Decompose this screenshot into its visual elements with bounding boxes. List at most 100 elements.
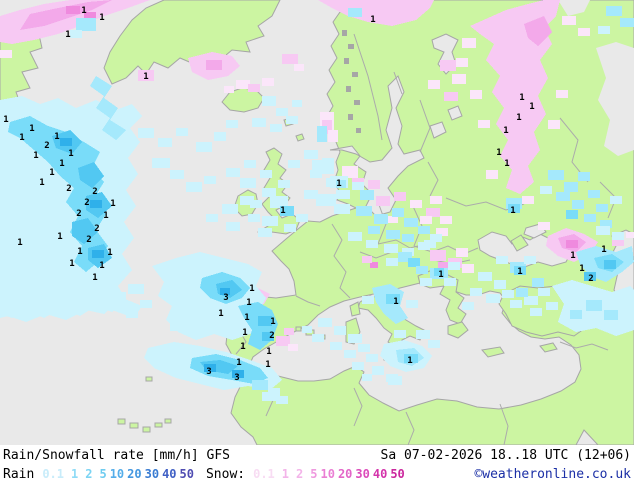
precip-value-label: 2 — [76, 209, 81, 219]
scale-value: 40 — [162, 467, 177, 481]
scale-value: 50 — [390, 467, 405, 481]
precip-value-label: 1 — [99, 13, 104, 23]
precip-value-label: 1 — [242, 328, 247, 338]
precip-value-label: 1 — [69, 259, 74, 269]
precip-value-label: 1 — [370, 15, 375, 25]
scale-value: 0.1 — [253, 467, 275, 481]
precip-value-label: 1 — [33, 151, 38, 161]
precip-value-label: 1 — [244, 313, 249, 323]
land-canary-4 — [154, 422, 163, 428]
snow-russia-column — [470, 0, 560, 194]
rain-scale-values: 0.1 1 2 5 10 20 30 40 50 — [34, 467, 194, 482]
land-cyprus — [539, 342, 558, 353]
sea-top-right-notch — [558, 0, 590, 16]
legend-title-row: Rain/Snowfall rate [mm/h] GFS Sa 07-02-2… — [0, 445, 634, 463]
scale-value: 2 — [85, 467, 93, 481]
mountain-specks — [342, 30, 361, 133]
map-title: Rain/Snowfall rate [mm/h] GFS — [3, 448, 230, 463]
scale-value: 5 — [310, 467, 318, 481]
land-madeira — [145, 376, 153, 382]
land-shetland — [295, 133, 305, 142]
precip-value-label: 2 — [84, 198, 89, 208]
precip-value-label: 3 — [234, 373, 239, 383]
precip-value-label: 1 — [265, 360, 270, 370]
scale-value: 30 — [355, 467, 370, 481]
precip-value-label: 2 — [66, 184, 71, 194]
scale-value: 20 — [337, 467, 353, 481]
land-ibiza — [295, 326, 302, 332]
scale-value: 20 — [127, 467, 142, 481]
precip-value-label: 1 — [17, 238, 22, 248]
precip-value-label: 1 — [517, 267, 522, 277]
precip-value-label: 1 — [249, 284, 254, 294]
precip-value-label: 2 — [44, 141, 49, 151]
precip-value-label: 1 — [49, 168, 54, 178]
scale-value: 50 — [179, 467, 194, 481]
rain-scale-label: Rain — [3, 467, 35, 482]
legend-bar: Rain/Snowfall rate [mm/h] GFS Sa 07-02-2… — [0, 445, 634, 490]
precip-value-label: 1 — [519, 93, 524, 103]
precip-value-label: 1 — [68, 149, 73, 159]
scale-value: 5 — [99, 467, 107, 481]
precip-value-label: 3 — [223, 293, 228, 303]
copyright-text: ©weatheronline.co.uk — [474, 467, 631, 482]
precip-value-label: 1 — [107, 248, 112, 258]
lake-ladoga — [429, 121, 447, 139]
precip-value-label: 1 — [510, 206, 515, 216]
precip-value-label: 1 — [92, 273, 97, 283]
precip-value-label: 1 — [516, 113, 521, 123]
precip-value-label: 1 — [81, 6, 86, 16]
legend-scale-row: Rain 0.1 1 2 5 10 20 30 40 50 Snow: 0.1 1 2 5 10 20 30… — [0, 463, 634, 482]
scale-value: 10 — [320, 467, 335, 481]
precip-value-label: 1 — [601, 245, 606, 255]
precip-value-label: 2 — [269, 331, 274, 341]
land-peloponnese — [447, 321, 469, 339]
land-crete — [481, 346, 505, 358]
precip-value-label: 1 — [579, 264, 584, 274]
precip-value-label: 3 — [206, 367, 211, 377]
precip-value-label: 1 — [393, 297, 398, 307]
snow-scale-label: Snow: — [205, 467, 246, 482]
precip-value-label: 1 — [3, 115, 8, 125]
scale-value: 40 — [372, 467, 388, 481]
precip-value-label: 1 — [110, 199, 115, 209]
scale-value: 0.1 — [42, 467, 64, 481]
scale-value: 30 — [144, 467, 160, 481]
precip-value-label: 1 — [19, 133, 24, 143]
land-greenland — [103, 0, 281, 85]
precip-value-label: 1 — [218, 309, 223, 319]
precip-value-label: 1 — [54, 132, 59, 142]
land-canary-3 — [142, 426, 151, 433]
sea-red-sea — [575, 429, 599, 445]
precip-value-label: 1 — [407, 356, 412, 366]
precip-value-label: 1 — [529, 102, 534, 112]
land-canary-1 — [117, 418, 126, 425]
terrain-ural-pale — [596, 42, 634, 156]
map-datetime: Sa 07-02-2026 18..18 UTC (12+06) — [380, 448, 631, 463]
precip-value-label: 2 — [588, 274, 593, 284]
land-corsica — [349, 301, 361, 317]
precip-value-label: 2 — [92, 187, 97, 197]
precip-value-label: 1 — [438, 270, 443, 280]
precip-value-label: 1 — [57, 232, 62, 242]
precip-value-label: 1 — [65, 30, 70, 40]
snow-scale-values: 0.1 1 2 5 10 20 30 40 50 — [245, 467, 405, 482]
scale-value: 1 — [71, 467, 79, 481]
precip-value-label: 1 — [266, 347, 271, 357]
precip-value-label: 2 — [86, 235, 91, 245]
land-canary-2 — [129, 422, 139, 429]
precip-value-label: 1 — [29, 124, 34, 134]
precip-value-label: 1 — [504, 159, 509, 169]
precip-value-label: 1 — [103, 211, 108, 221]
precip-value-label: 1 — [143, 72, 148, 82]
precip-value-label: 1 — [246, 298, 251, 308]
precip-value-label: 1 — [503, 126, 508, 136]
precip-value-label: 2 — [94, 224, 99, 234]
precip-value-label: 1 — [236, 358, 241, 368]
precip-value-label: 1 — [99, 261, 104, 271]
precip-value-label: 1 — [59, 159, 64, 169]
lake-onega — [447, 105, 463, 121]
